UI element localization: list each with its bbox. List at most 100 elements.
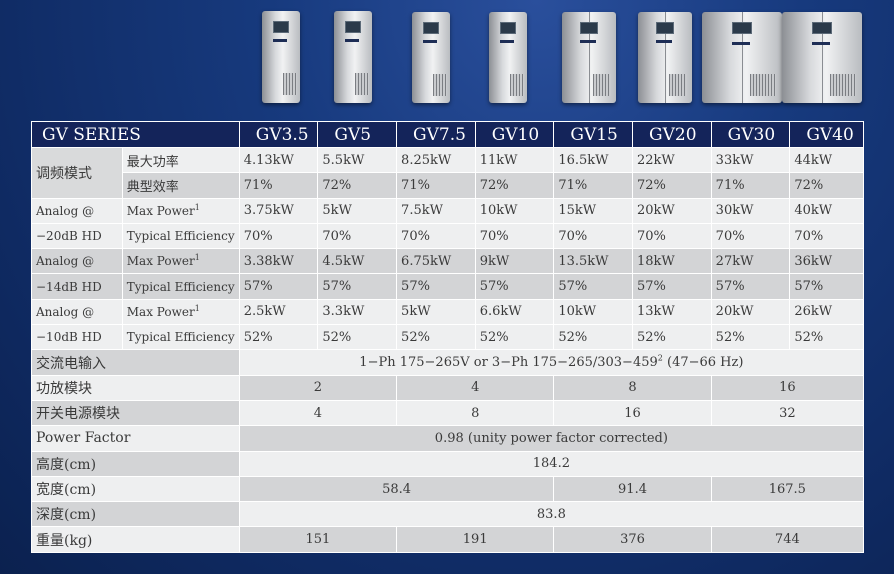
cell: 57% xyxy=(396,273,476,300)
cell: 10kW xyxy=(474,197,555,224)
cell: 9kW xyxy=(474,248,555,275)
cabinet-image-gv30 xyxy=(702,12,782,103)
table-row: −10dB HD Typical Efficiency 52% 52% 52% … xyxy=(31,324,864,351)
table-row: 典型效率 71% 72% 71% 72% 71% 72% 71% 72% xyxy=(32,172,864,199)
cell: 58.4 xyxy=(238,475,555,503)
cell: 16 xyxy=(710,374,865,401)
cell: 26kW xyxy=(789,298,864,326)
cabinet-image-gv20 xyxy=(638,12,692,103)
cell: 2.5kW xyxy=(238,298,319,326)
series-label: GV SERIES xyxy=(31,121,240,148)
cell: 13.5kW xyxy=(553,248,634,275)
cell: 71% xyxy=(710,172,791,199)
spec-label: 功放模块 xyxy=(31,374,240,401)
cell: 167.5 xyxy=(710,475,865,503)
cell: 32 xyxy=(710,399,865,427)
cell: 57% xyxy=(789,273,864,300)
cell: 13kW xyxy=(632,298,712,326)
model-header: GV15 xyxy=(553,121,634,148)
row-label: Max Power1 xyxy=(121,197,240,224)
cell: 10kW xyxy=(553,298,634,326)
spec-label: 交流电输入 xyxy=(31,349,240,376)
cell: 5kW xyxy=(396,298,476,326)
row-label: Typical Efficiency xyxy=(121,273,240,300)
cabinet-image-gv15 xyxy=(562,12,616,103)
cabinet-image-gv7-5 xyxy=(412,12,450,103)
cell: 91.4 xyxy=(553,475,712,503)
cabinet-image-gv5 xyxy=(334,11,372,103)
row-label: Max Power1 xyxy=(121,248,240,275)
table-row: Analog @ Max Power1 3.75kW 5kW 7.5kW 10k… xyxy=(31,197,864,224)
cell: 57% xyxy=(710,273,791,300)
spec-value: 184.2 xyxy=(238,450,865,477)
model-header: GV30 xyxy=(710,121,791,148)
table-row: Power Factor 0.98 (unity power factor co… xyxy=(31,425,865,452)
cell: 52% xyxy=(474,324,555,351)
cell: 6.6kW xyxy=(474,298,555,326)
cell: 191 xyxy=(396,526,555,553)
cell: 2 xyxy=(238,374,398,401)
row-label-text: Max Power xyxy=(126,203,195,218)
cell: 4 xyxy=(238,399,398,427)
spec-label: 深度(cm) xyxy=(31,501,240,528)
cabinet-image-gv3-5 xyxy=(262,11,300,103)
cell: 57% xyxy=(474,273,555,300)
table-row: −20dB HD Typical Efficiency 70% 70% 70% … xyxy=(31,222,864,250)
cell: 52% xyxy=(553,324,634,351)
cell: 71% xyxy=(396,172,476,199)
cell: 8.25kW xyxy=(396,146,476,174)
cell: 72% xyxy=(789,172,864,199)
ac-input-suffix: (47−66 Hz) xyxy=(662,355,744,371)
row-label: Typical Efficiency xyxy=(121,222,240,250)
table-row: 交流电输入 1−Ph 175−265V or 3−Ph 175−265/303−… xyxy=(31,349,865,376)
ac-input-text: 1−Ph 175−265V or 3−Ph 175−265/303−459 xyxy=(359,355,658,371)
spec-label: 重量(kg) xyxy=(31,526,240,553)
cell: 72% xyxy=(474,172,555,199)
table-row: Analog @ Max Power1 2.5kW 3.3kW 5kW 6.6k… xyxy=(31,298,864,326)
header-row: GV SERIES GV3.5 GV5 GV7.5 GV10 GV15 GV20… xyxy=(31,121,864,148)
product-photo-strip xyxy=(0,0,894,118)
cell: 20kW xyxy=(632,197,712,224)
cell: 4.13kW xyxy=(238,146,319,174)
cell: 70% xyxy=(710,222,791,250)
cell: 8 xyxy=(396,399,555,427)
cell: 70% xyxy=(553,222,634,250)
cell: 18kW xyxy=(632,248,712,275)
cell: 71% xyxy=(238,172,319,199)
footnote-mark: 1 xyxy=(194,253,200,263)
cell: 20kW xyxy=(710,298,791,326)
cell: 3.75kW xyxy=(238,197,319,224)
spec-value: 1−Ph 175−265V or 3−Ph 175−265/303−4592 (… xyxy=(238,349,865,376)
cell: 6.75kW xyxy=(396,248,476,275)
cell: 3.38kW xyxy=(238,248,319,275)
spec-value: 83.8 xyxy=(238,501,865,528)
spec-label: 宽度(cm) xyxy=(31,475,240,503)
cell: 52% xyxy=(632,324,712,351)
cell: 4 xyxy=(396,374,555,401)
row-label: 最大功率 xyxy=(121,146,240,174)
cell: 40kW xyxy=(789,197,864,224)
spec-label: Power Factor xyxy=(31,425,240,452)
group-label-analog-20-line1: Analog @ xyxy=(31,197,123,224)
cell: 376 xyxy=(553,526,712,553)
cell: 4.5kW xyxy=(317,248,398,275)
group-label-analog-10-line1: Analog @ xyxy=(31,298,123,326)
model-header: GV5 xyxy=(317,121,398,148)
cell: 16 xyxy=(553,399,712,427)
cell: 70% xyxy=(474,222,555,250)
cell: 72% xyxy=(632,172,712,199)
cell: 52% xyxy=(789,324,864,351)
table-row: 深度(cm) 83.8 xyxy=(31,501,865,528)
cell: 27kW xyxy=(710,248,791,275)
cabinet-image-gv10 xyxy=(489,12,527,103)
row-label: 典型效率 xyxy=(121,172,240,199)
model-header: GV10 xyxy=(474,121,555,148)
footnote-mark: 1 xyxy=(194,202,200,212)
model-header: GV7.5 xyxy=(396,121,476,148)
row-label: Max Power1 xyxy=(121,298,240,326)
table-row: 开关电源模块 4 8 16 32 xyxy=(31,399,865,427)
cell: 33kW xyxy=(710,146,791,174)
cabinet-image-gv40 xyxy=(782,12,862,103)
cell: 151 xyxy=(238,526,398,553)
table-row: Analog @ Max Power1 3.38kW 4.5kW 6.75kW … xyxy=(31,248,864,275)
